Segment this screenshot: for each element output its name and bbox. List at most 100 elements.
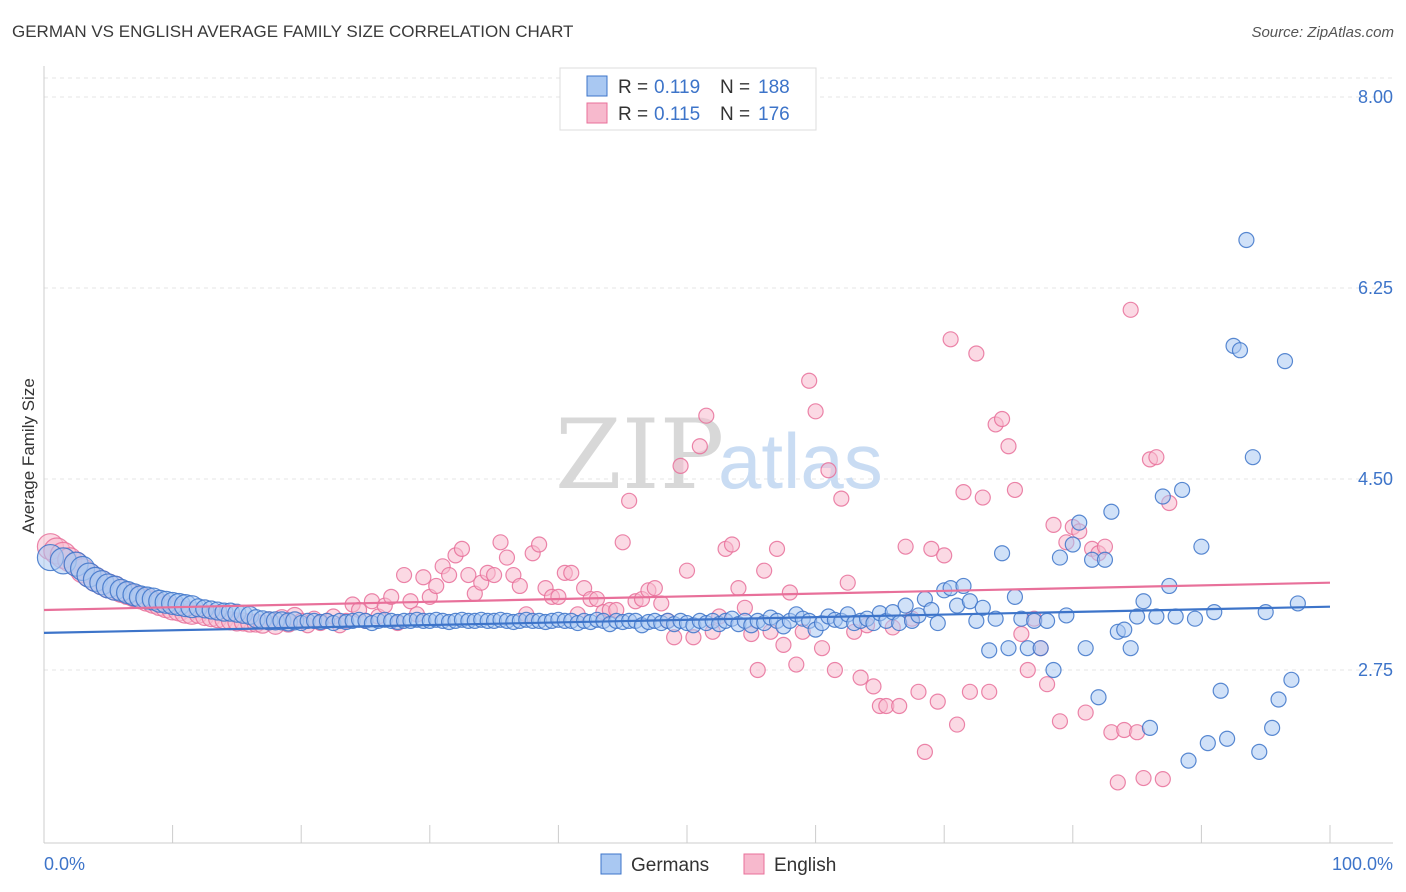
english-point — [891, 697, 908, 715]
english-point — [968, 345, 985, 362]
germans-point — [1289, 595, 1306, 612]
english-point — [833, 490, 850, 507]
germans-point — [1077, 640, 1094, 657]
english-point — [691, 438, 708, 455]
english-point — [395, 566, 413, 584]
english-point — [440, 566, 458, 584]
english-point — [1006, 481, 1024, 499]
germans-point — [1264, 719, 1281, 736]
english-point — [383, 588, 400, 605]
germans-point — [1051, 549, 1069, 566]
english-point — [646, 580, 663, 597]
english-point — [974, 489, 991, 506]
english-point — [768, 540, 786, 557]
germans-point — [1174, 481, 1191, 499]
germans-point — [1244, 449, 1261, 466]
legend-swatch-english — [586, 102, 608, 124]
germans-point — [1238, 231, 1255, 249]
legend-n-label-2: N = — [720, 104, 750, 125]
x-tick-label-max: 100.0% — [1332, 854, 1393, 874]
english-point — [955, 483, 972, 501]
english-point — [929, 693, 946, 710]
english-point — [550, 588, 567, 605]
english-point — [1019, 661, 1036, 679]
germans-point — [1135, 593, 1152, 610]
germans-point — [1128, 608, 1146, 625]
english-point — [453, 540, 471, 557]
germans-point — [1122, 640, 1139, 657]
legend-swatch-germans — [586, 75, 608, 97]
germans-point — [1186, 610, 1204, 627]
english-point — [698, 407, 715, 424]
germans-point — [1276, 353, 1294, 370]
germans-point — [1251, 743, 1268, 760]
germans-point — [1270, 691, 1287, 708]
trend-line-english — [43, 581, 1331, 612]
germans-point — [1212, 682, 1229, 699]
germans-point — [993, 545, 1011, 562]
english-point — [813, 640, 831, 657]
english-point — [788, 656, 805, 673]
germans-point — [1006, 588, 1024, 605]
english-point — [923, 540, 940, 557]
germans-point — [1045, 661, 1062, 679]
legend-r-value-2: 0.115 — [654, 104, 700, 125]
english-point — [749, 661, 766, 679]
english-point — [801, 372, 818, 389]
legend-n-value-2: 176 — [758, 104, 790, 125]
germans-point — [1206, 604, 1223, 621]
watermark-zip: ZIP — [555, 399, 724, 511]
english-point — [910, 683, 927, 700]
english-point — [730, 580, 747, 597]
germans-point — [987, 610, 1004, 627]
germans-point — [1058, 607, 1075, 624]
gridlines — [44, 77, 1393, 671]
germans-point — [1064, 536, 1081, 553]
english-point — [486, 566, 503, 584]
y-tick-label: 6.25 — [1358, 278, 1393, 298]
watermark-atlas: atlas — [718, 417, 883, 505]
english-point — [653, 595, 670, 612]
english-point — [852, 669, 869, 686]
bottom-legend-swatch-english — [743, 853, 765, 875]
english-point — [428, 577, 445, 595]
english-point — [678, 562, 696, 579]
germans-point — [1141, 719, 1159, 736]
germans-point — [897, 597, 914, 614]
source-label: Source: ZipAtlas.com — [1251, 24, 1394, 41]
english-point — [936, 547, 953, 564]
germans-point — [929, 614, 946, 632]
english-point — [1135, 769, 1152, 787]
germans-point — [1032, 640, 1049, 657]
english-point — [672, 457, 689, 475]
english-point — [916, 743, 934, 760]
english-point — [460, 566, 477, 584]
english-point — [1045, 516, 1062, 533]
english-point — [531, 536, 548, 553]
english-point — [511, 577, 528, 595]
english-point — [415, 569, 432, 586]
trend-lines — [43, 581, 1331, 634]
english-point — [1051, 713, 1069, 730]
germans-point — [1038, 612, 1056, 629]
germans-point — [1193, 538, 1210, 555]
y-tick-labels: 2.75 4.50 6.25 8.00 — [1358, 87, 1393, 680]
y-tick-label: 4.50 — [1358, 469, 1393, 489]
bottom-legend: Germans English — [600, 853, 836, 876]
english-point — [1148, 449, 1165, 466]
english-point — [492, 534, 509, 551]
english-point — [1000, 438, 1017, 455]
germans-point — [1167, 608, 1184, 625]
english-point — [1154, 771, 1171, 788]
legend-box: R = 0.119 N = 188 R = 0.115 N = 176 — [559, 67, 817, 131]
english-point — [563, 564, 580, 581]
english-point — [781, 584, 798, 601]
bottom-legend-label-germans: Germans — [631, 855, 709, 876]
english-point — [897, 538, 914, 555]
germans-point — [1000, 640, 1017, 657]
english-point — [942, 331, 959, 348]
english-point — [820, 462, 837, 479]
legend-r-label-2: R = — [618, 104, 648, 125]
y-axis-label: Average Family Size — [19, 378, 38, 534]
